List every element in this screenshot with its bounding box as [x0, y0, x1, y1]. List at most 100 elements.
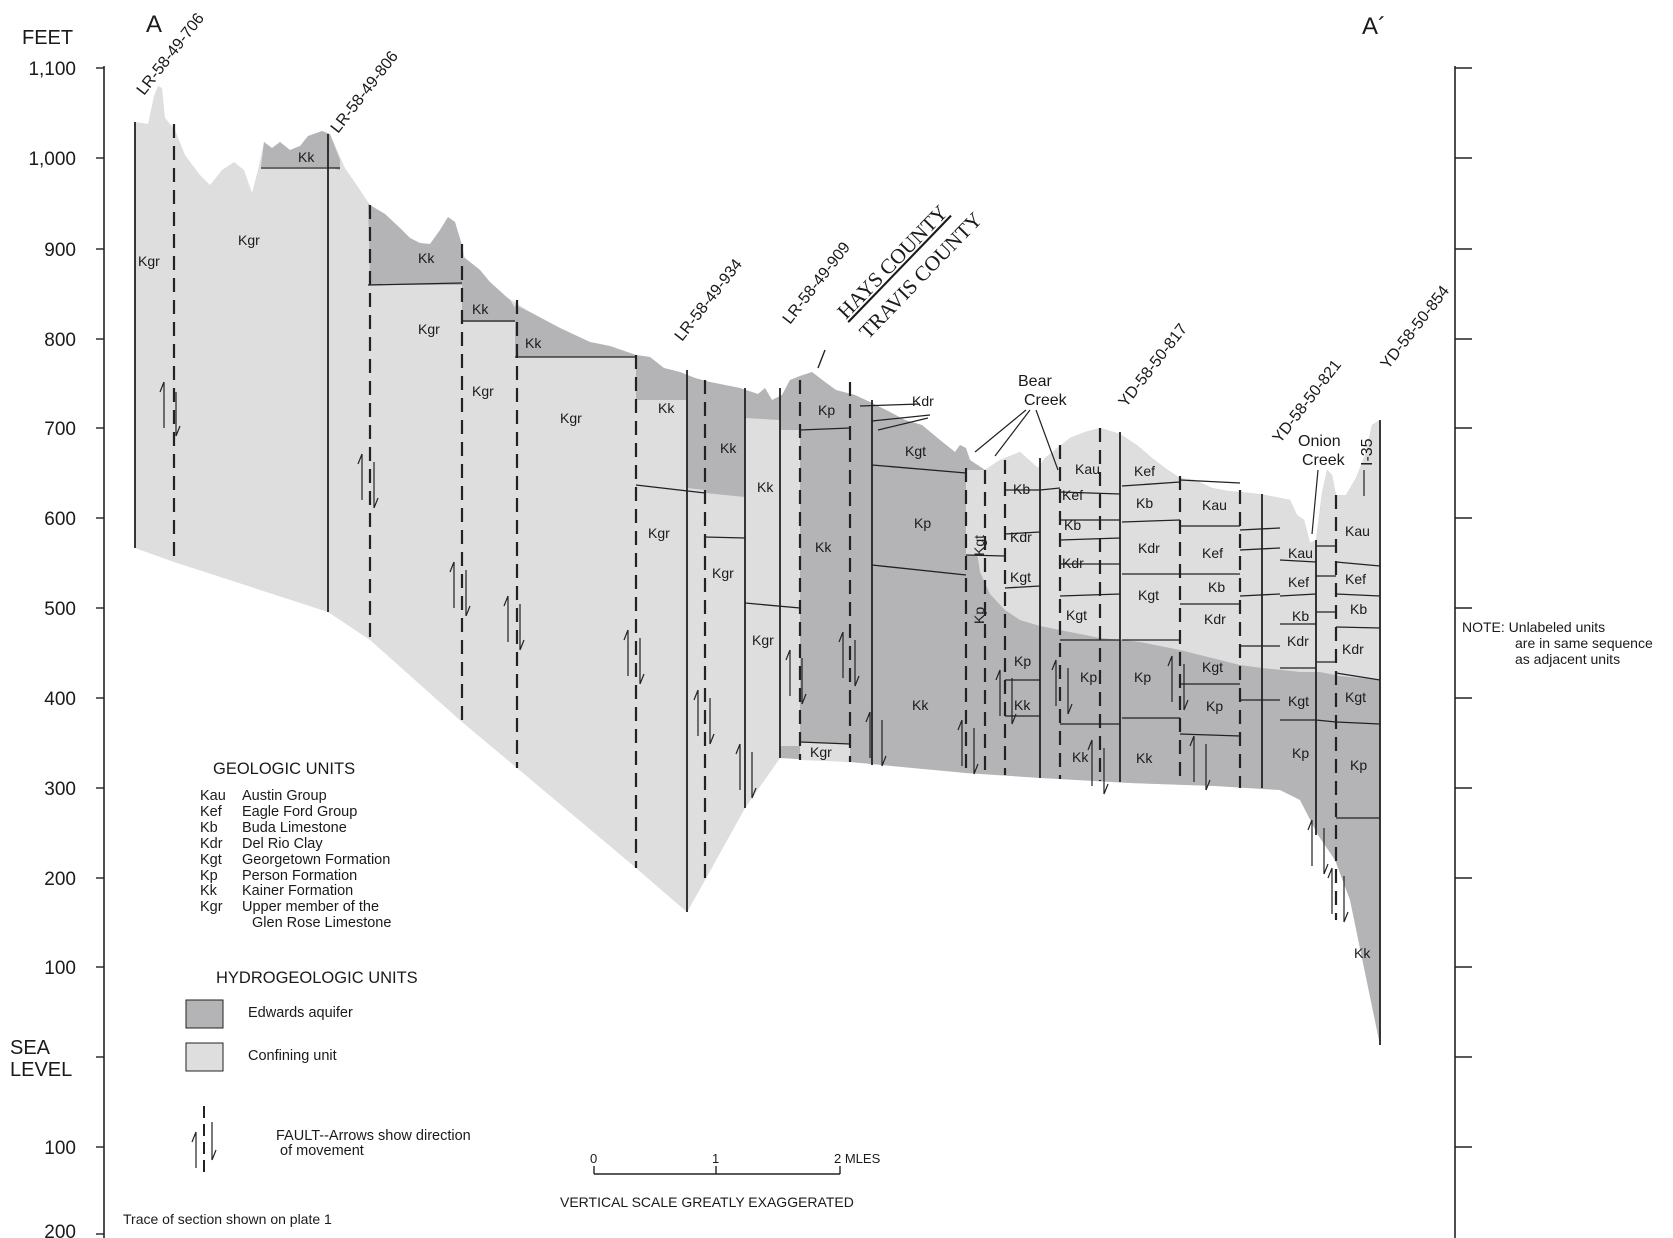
unit-kk: Kk: [418, 250, 435, 266]
well-label-7: YD-58-50-854: [1378, 283, 1453, 373]
axis-unit: FEET: [22, 27, 73, 49]
axis-tick-100: 100: [44, 958, 76, 979]
axis-tick-800: 800: [44, 330, 76, 351]
unit-kk: Kk: [720, 440, 737, 456]
axis-tick-900: 900: [44, 240, 76, 261]
legend-hydro-title: HYDROGEOLOGIC UNITS: [216, 969, 418, 987]
unit-kp: Kp: [1350, 757, 1367, 773]
unit-kgr: Kgr: [472, 383, 494, 399]
unit-kgr: Kgr: [138, 253, 160, 269]
legend-hydro-confining: Confining unit: [248, 1048, 337, 1064]
unit-kdr: Kdr: [1138, 540, 1160, 556]
legend-code-kb: Kb: [200, 820, 218, 836]
legend-swatch-confining: [185, 1042, 224, 1072]
note-line-3: as adjacent units: [1515, 651, 1620, 667]
unit-kgr: Kgr: [238, 232, 260, 248]
unit-kb: Kb: [1350, 601, 1367, 617]
legend-name-kp: Person Formation: [242, 868, 357, 884]
unit-kgt: Kgt: [1138, 587, 1159, 603]
unit-kdr: Kdr: [1010, 529, 1032, 545]
legend-name-kgr: Upper member of the: [242, 899, 379, 915]
legend-name-kgt: Georgetown Formation: [242, 852, 390, 868]
legend-geologic-title: GEOLOGIC UNITS: [213, 760, 355, 778]
unit-kb: Kb: [1064, 517, 1081, 533]
legend-fault-2: of movement: [280, 1143, 364, 1159]
axis-tick-600: 600: [44, 509, 76, 530]
axis-sea-level-1: SEA: [10, 1037, 51, 1059]
unit-kb: Kb: [1136, 495, 1153, 511]
faults: [134, 122, 1381, 1045]
left-axis: [96, 66, 105, 1238]
legend-code-kef: Kef: [200, 804, 223, 820]
unit-kgt: Kgt: [971, 535, 987, 556]
unit-kau: Kau: [1345, 523, 1370, 539]
unit-kgt: Kgt: [1202, 659, 1223, 675]
county-line: HAYS COUNTY TRAVIS COUNTY: [817, 200, 987, 369]
legend-hydro-aquifer: Edwards aquifer: [248, 1005, 353, 1021]
well-label-1: LR-58-49-706: [134, 10, 208, 98]
axis-below-100: 100: [44, 1138, 76, 1159]
well-label-5: YD-58-50-817: [1116, 321, 1191, 411]
axis-tick-400: 400: [44, 689, 76, 710]
section-label-right: A´: [1362, 13, 1386, 40]
unit-kk: Kk: [757, 479, 774, 495]
onion-creek-2: Creek: [1302, 452, 1346, 469]
scale-bar: 0 1 2 MLES VERTICAL SCALE GREATLY EXAGGE…: [560, 1151, 881, 1210]
unit-kk: Kk: [1072, 749, 1089, 765]
bear-creek-2: Creek: [1024, 392, 1068, 409]
legend-code-kdr: Kdr: [200, 836, 223, 852]
unit-kau: Kau: [1075, 461, 1100, 477]
unit-kp: Kp: [1206, 698, 1223, 714]
unit-kk: Kk: [298, 149, 315, 165]
scale-tick-2: 2 MLES: [834, 1151, 881, 1166]
unit-kau: Kau: [1202, 497, 1227, 513]
unit-kb: Kb: [1292, 608, 1309, 624]
legend-code-kk: Kk: [200, 883, 218, 899]
unit-kef: Kef: [1202, 545, 1223, 561]
kgr-block-mid: [745, 603, 800, 808]
unit-kb: Kb: [1208, 579, 1225, 595]
scale-tick-0: 0: [590, 1151, 597, 1166]
scale-tick-1: 1: [712, 1151, 719, 1166]
bear-creek-1: Bear: [1018, 373, 1052, 390]
note-line-2: are in same sequence: [1515, 635, 1653, 651]
legend-code-kau: Kau: [200, 788, 226, 804]
unit-kgr: Kgr: [810, 744, 832, 760]
unit-kau: Kau: [1288, 545, 1313, 561]
unit-kp: Kp: [1134, 669, 1151, 685]
unit-kk: Kk: [658, 400, 675, 416]
unit-kk: Kk: [525, 335, 542, 351]
legend-name-kk: Kainer Formation: [242, 883, 353, 899]
unit-kgt: Kgt: [1345, 689, 1366, 705]
legend: GEOLOGIC UNITS Kau Austin Group Kef Eagl…: [185, 760, 471, 1176]
unit-kk: Kk: [1354, 945, 1371, 961]
unit-kgt: Kgt: [1010, 569, 1031, 585]
kk-aquifer-block-3: [462, 258, 515, 322]
axis-labels: FEET 1,100 1,000 900 800 700 600 500 400…: [10, 27, 76, 1238]
contacts: [261, 167, 1381, 819]
legend-kgr-line2: Glen Rose Limestone: [252, 915, 391, 931]
scale-caption: VERTICAL SCALE GREATLY EXAGGERATED: [560, 1194, 854, 1210]
section-label-left: A: [146, 11, 162, 38]
axis-tick-200: 200: [44, 869, 76, 890]
legend-code-kgt: Kgt: [200, 852, 222, 868]
unit-kdr: Kdr: [1204, 611, 1226, 627]
unit-kdr: Kdr: [912, 393, 934, 409]
legend-name-kef: Eagle Ford Group: [242, 804, 357, 820]
legend-swatch-aquifer: [185, 999, 224, 1029]
unit-kgt: Kgt: [1066, 607, 1087, 623]
axis-below-200: 200: [44, 1222, 76, 1238]
well-label-2: LR-58-49-806: [328, 48, 402, 136]
axis-tick-300: 300: [44, 779, 76, 800]
unit-kgr: Kgr: [418, 321, 440, 337]
kgr-bottom-kp: [800, 742, 850, 762]
legend-fault-symbol: [191, 1106, 217, 1176]
feature-labels: Bear Creek Onion Creek I-35: [859, 373, 1376, 535]
unit-kgr: Kgr: [648, 525, 670, 541]
section-fills: [135, 86, 1380, 1045]
unit-kk: Kk: [912, 697, 929, 713]
unit-kgr: Kgr: [560, 410, 582, 426]
confining-cap-kgt-strip: [966, 470, 1005, 555]
